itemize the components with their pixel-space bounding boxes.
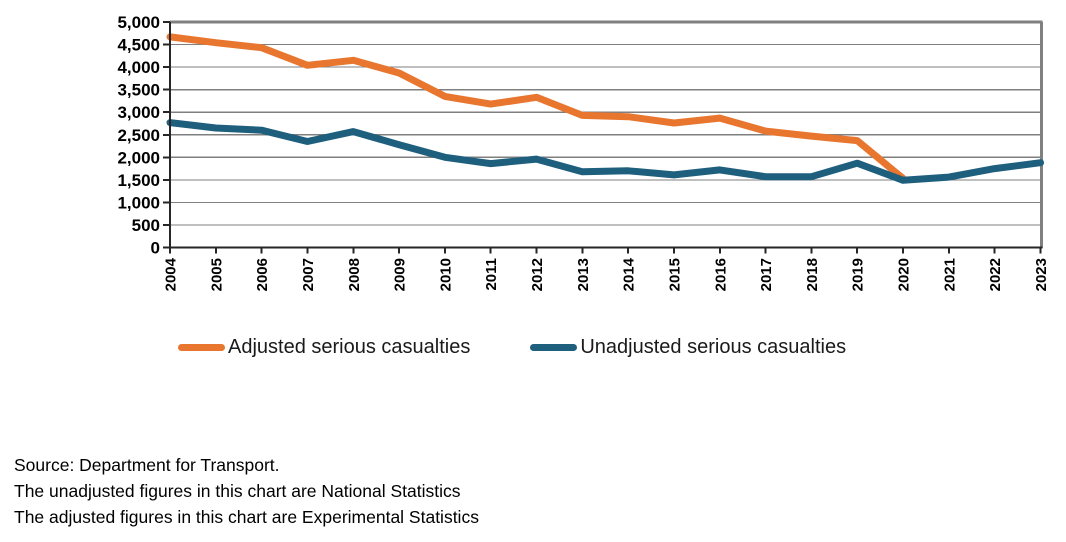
unadjusted-note-line: The unadjusted figures in this chart are… xyxy=(14,481,461,501)
chart-legend: Adjusted serious casualties Unadjusted s… xyxy=(178,336,846,359)
x-tick-label: 2012 xyxy=(529,258,546,291)
adjusted-line-swatch-icon xyxy=(178,344,225,351)
x-tick-label: 2016 xyxy=(712,258,729,291)
source-note: Source: Department for Transport. The un… xyxy=(14,452,479,530)
y-tick-label: 2,000 xyxy=(117,148,160,167)
y-tick-label: 3,500 xyxy=(117,81,160,100)
series-line-unadjusted xyxy=(166,119,1044,184)
x-tick-label: 2021 xyxy=(941,258,958,291)
x-tick-label: 2018 xyxy=(804,258,821,291)
x-tick-label: 2014 xyxy=(621,257,638,291)
x-tick-label: 2013 xyxy=(575,258,592,291)
legend-label-unadjusted: Unadjusted serious casualties xyxy=(580,336,847,358)
x-tick-label: 2015 xyxy=(666,258,683,291)
x-tick-label: 2022 xyxy=(987,258,1004,291)
x-tick-label: 2023 xyxy=(1033,258,1050,291)
y-tick-label: 4,000 xyxy=(117,58,160,77)
x-tick-label: 2009 xyxy=(392,258,409,291)
x-tick-label: 2010 xyxy=(437,258,454,291)
x-tick-label: 2011 xyxy=(483,258,500,291)
casualties-line-chart: 0 500 1,000 1,500 2,000 2,500 3,000 3,500 4,000 4… xyxy=(117,13,1050,291)
x-tick-label: 2008 xyxy=(346,258,363,291)
adjusted-note-line: The adjusted figures in this chart are E… xyxy=(14,507,479,527)
x-tick-label: 2006 xyxy=(254,258,271,291)
y-tick-label: 3,000 xyxy=(117,103,160,122)
y-tick-label: 0 xyxy=(151,239,160,258)
x-tick-label: 2017 xyxy=(758,258,775,291)
legend-label-adjusted: Adjusted serious casualties xyxy=(228,336,471,358)
y-tick-label: 1,000 xyxy=(117,193,160,212)
y-tick-label: 500 xyxy=(132,216,160,235)
y-tick-label: 1,500 xyxy=(117,171,160,190)
x-tick-label: 2004 xyxy=(163,257,180,291)
series-line-adjusted xyxy=(166,33,907,182)
x-tick-label: 2020 xyxy=(896,258,913,291)
x-tick-label: 2007 xyxy=(300,258,317,291)
x-tick-label: 2019 xyxy=(850,258,867,291)
unadjusted-line-swatch-icon xyxy=(530,344,578,351)
y-tick-label: 5,000 xyxy=(117,13,160,32)
legend-item-unadjusted: Unadjusted serious casualties xyxy=(530,336,846,359)
y-tick-label: 2,500 xyxy=(117,126,160,145)
y-tick-label: 4,500 xyxy=(117,36,160,55)
legend-item-adjusted: Adjusted serious casualties xyxy=(178,336,470,359)
x-tick-label: 2005 xyxy=(208,258,225,291)
source-line: Source: Department for Transport. xyxy=(14,455,280,475)
